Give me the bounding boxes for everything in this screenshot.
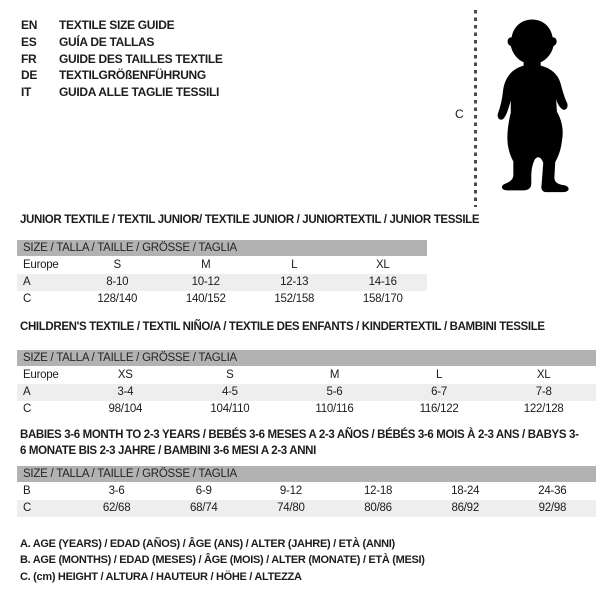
children-size-table: SIZE / TALLA / TAILLE / GRÖSSE / TAGLIA … <box>17 350 596 418</box>
language-title: GUÍA DE TALLAS <box>59 34 155 49</box>
language-title: GUIDA ALLE TAGLIE TESSILI <box>59 85 220 100</box>
table-cell: 104/110 <box>210 403 250 415</box>
row-label: B <box>23 485 31 497</box>
table-cell: 12-13 <box>280 276 309 288</box>
table-row-height: C 128/140 140/152 152/158 158/170 <box>17 291 427 308</box>
row-label: A <box>23 276 31 288</box>
language-code: EN <box>21 18 38 32</box>
height-measure-dashed-line <box>474 10 477 207</box>
junior-table-title: JUNIOR TEXTILE / TEXTIL JUNIOR/ TEXTILE … <box>20 214 480 226</box>
table-cell: 14-16 <box>368 276 397 288</box>
table-cell: 7-8 <box>535 386 552 398</box>
language-row-de: DE TEXTILGRÖßENFÜHRUNG <box>21 67 223 84</box>
table-cell: 128/140 <box>97 293 138 305</box>
size-header-bar: SIZE / TALLA / TAILLE / GRÖSSE / TAGLIA <box>17 350 596 366</box>
language-row-it: IT GUIDA ALLE TAGLIE TESSILI <box>21 84 223 101</box>
table-cell: 3-4 <box>117 386 134 398</box>
language-row-en: EN TEXTILE SIZE GUIDE <box>21 17 223 34</box>
row-label: C <box>23 293 32 305</box>
table-cell: 12-18 <box>363 485 393 497</box>
table-cell: 74/80 <box>277 502 305 514</box>
table-cell: 92/98 <box>538 502 567 514</box>
table-cell: M <box>329 369 340 381</box>
table-cell: 6-7 <box>431 386 448 398</box>
row-label: C <box>23 403 32 415</box>
table-cell: 8-10 <box>106 276 129 288</box>
table-cell: 122/128 <box>523 403 564 415</box>
table-cell: 140/152 <box>185 293 226 305</box>
language-code: IT <box>21 85 32 100</box>
language-title: TEXTILE SIZE GUIDE <box>59 18 175 32</box>
babies-table-title: BABIES 3-6 MONTH TO 2-3 YEARS / BEBÉS 3-… <box>20 429 579 457</box>
table-cell: 24-36 <box>538 485 567 497</box>
table-cell: 110/116 <box>315 403 354 415</box>
children-table-title: CHILDREN'S TEXTILE / TEXTIL NIÑO/A / TEX… <box>20 321 545 333</box>
table-row-age: A 8-10 10-12 12-13 14-16 <box>17 274 427 291</box>
table-row-height: C 62/68 68/74 74/80 80/86 86/92 92/98 <box>17 500 596 517</box>
table-cell: 4-5 <box>221 386 238 398</box>
height-measure-label: C <box>455 107 464 121</box>
table-cell: 5-6 <box>326 386 343 398</box>
table-cell: L <box>436 369 443 381</box>
size-header-bar: SIZE / TALLA / TAILLE / GRÖSSE / TAGLIA <box>17 466 596 482</box>
table-cell: XL <box>536 369 551 381</box>
footnote-b: B. AGE (MONTHS) / EDAD (MESES) / ÂGE (MO… <box>20 554 425 567</box>
language-row-fr: FR GUIDE DES TAILLES TEXTILE <box>21 51 223 68</box>
table-cell: 152/158 <box>274 293 315 305</box>
row-label: A <box>23 386 31 398</box>
footnote-c: C. (cm) HEIGHT / ALTURA / HAUTEUR / HÖHE… <box>20 570 302 583</box>
language-code: DE <box>21 68 38 83</box>
table-cell: 86/92 <box>451 502 479 514</box>
size-header-bar: SIZE / TALLA / TAILLE / GRÖSSE / TAGLIA <box>17 240 427 256</box>
table-cell: 10-12 <box>191 276 220 288</box>
footnote-a: A. AGE (YEARS) / EDAD (AÑOS) / ÂGE (ANS)… <box>20 538 395 550</box>
language-title: GUIDE DES TAILLES TEXTILE <box>59 51 223 66</box>
table-cell: 80/86 <box>364 502 392 514</box>
row-label: C <box>23 502 32 514</box>
table-cell: M <box>201 259 211 271</box>
table-cell: 62/68 <box>102 502 131 514</box>
table-cell: S <box>113 259 122 271</box>
table-row-months: B 3-6 6-9 9-12 12-18 18-24 24-36 <box>17 483 596 500</box>
language-header: EN TEXTILE SIZE GUIDE ES GUÍA DE TALLAS … <box>21 17 223 101</box>
table-cell: 3-6 <box>108 485 125 497</box>
language-row-es: ES GUÍA DE TALLAS <box>21 34 223 51</box>
table-cell: 98/104 <box>108 403 143 415</box>
table-cell: 9-12 <box>279 485 302 497</box>
row-label: Europe <box>23 259 59 271</box>
table-cell: 6-9 <box>195 485 212 497</box>
table-cell: 18-24 <box>451 485 480 497</box>
table-cell: L <box>291 259 298 271</box>
table-row-age: A 3-4 4-5 5-6 6-7 7-8 <box>17 384 596 401</box>
table-row-europe: Europe XS S M L XL <box>17 367 596 384</box>
language-title: TEXTILGRÖßENFÜHRUNG <box>59 68 206 83</box>
footnotes: A. AGE (YEARS) / EDAD (AÑOS) / ÂGE (ANS)… <box>20 536 425 585</box>
toddler-silhouette-icon <box>497 19 569 193</box>
row-label: Europe <box>23 369 59 381</box>
table-cell: S <box>226 369 234 381</box>
table-row-europe: Europe S M L XL <box>17 257 427 274</box>
table-cell: XL <box>375 259 390 271</box>
table-cell: 68/74 <box>189 502 218 514</box>
table-cell: 158/170 <box>362 293 403 305</box>
table-cell: 116/122 <box>419 403 459 415</box>
language-code: FR <box>21 51 37 66</box>
language-code: ES <box>21 34 37 49</box>
babies-size-table: SIZE / TALLA / TAILLE / GRÖSSE / TAGLIA … <box>17 466 596 517</box>
table-cell: XS <box>117 369 133 381</box>
table-row-height: C 98/104 104/110 110/116 116/122 122/128 <box>17 401 596 418</box>
junior-size-table: SIZE / TALLA / TAILLE / GRÖSSE / TAGLIA … <box>17 240 427 308</box>
